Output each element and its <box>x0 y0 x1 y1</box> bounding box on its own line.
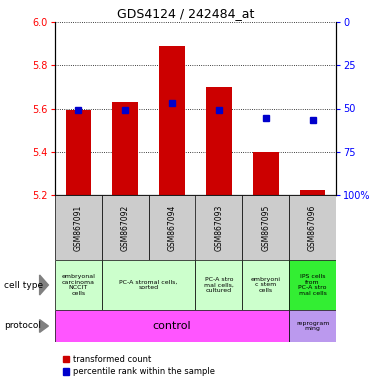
Bar <box>55 195 102 260</box>
Bar <box>300 190 325 195</box>
Text: cell type: cell type <box>4 280 43 290</box>
Bar <box>55 310 289 342</box>
Polygon shape <box>40 319 48 333</box>
Bar <box>206 87 232 195</box>
Text: reprogram
ming: reprogram ming <box>296 321 329 331</box>
Bar <box>66 109 91 195</box>
Bar <box>242 260 289 310</box>
Bar <box>102 260 196 310</box>
Bar <box>253 152 279 195</box>
Bar <box>289 195 336 260</box>
Bar <box>55 260 102 310</box>
Polygon shape <box>40 275 48 295</box>
Legend: transformed count, percentile rank within the sample: transformed count, percentile rank withi… <box>59 352 219 380</box>
Bar <box>112 102 138 195</box>
Bar <box>289 260 336 310</box>
Bar <box>159 46 185 195</box>
Text: embryoni
c stem
cells: embryoni c stem cells <box>251 277 281 293</box>
Text: GSM867091: GSM867091 <box>74 204 83 251</box>
Bar <box>242 195 289 260</box>
Text: GSM867096: GSM867096 <box>308 204 317 251</box>
Text: GDS4124 / 242484_at: GDS4124 / 242484_at <box>117 7 254 20</box>
Text: PC-A stro
mal cells,
cultured: PC-A stro mal cells, cultured <box>204 277 234 293</box>
Bar <box>289 310 336 342</box>
Text: protocol: protocol <box>4 321 41 331</box>
Text: PC-A stromal cells,
sorted: PC-A stromal cells, sorted <box>119 280 178 290</box>
Text: GSM867093: GSM867093 <box>214 204 223 251</box>
Bar <box>149 195 196 260</box>
Text: GSM867094: GSM867094 <box>168 204 177 251</box>
Bar <box>196 260 242 310</box>
Text: embryonal
carcinoma
NCCIT
cells: embryonal carcinoma NCCIT cells <box>62 274 95 296</box>
Text: IPS cells
from
PC-A stro
mal cells: IPS cells from PC-A stro mal cells <box>298 274 327 296</box>
Text: GSM867095: GSM867095 <box>261 204 270 251</box>
Text: control: control <box>153 321 191 331</box>
Text: GSM867092: GSM867092 <box>121 204 130 251</box>
Bar <box>196 195 242 260</box>
Bar <box>102 195 149 260</box>
